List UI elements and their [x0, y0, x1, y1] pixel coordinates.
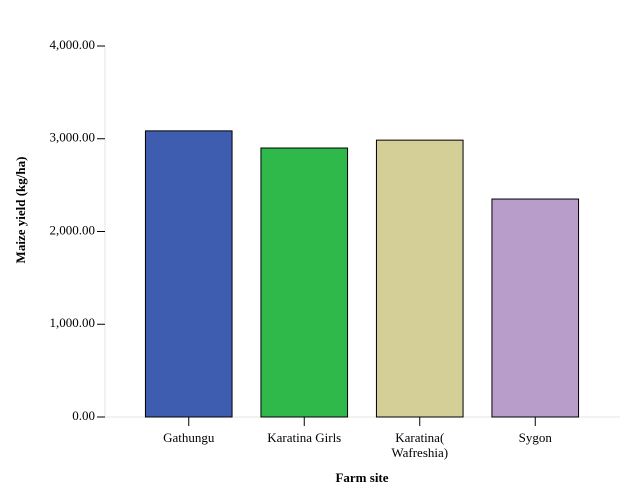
- y-tick-label: 0.00: [72, 408, 95, 423]
- y-tick-label: 1,000.00: [50, 315, 96, 330]
- bar: [375, 139, 464, 418]
- x-tick-label: Karatina( Wafreshia): [391, 430, 449, 460]
- x-tick-label: Gathungu: [163, 430, 215, 445]
- bar: [260, 147, 349, 418]
- x-tick-label: Karatina Girls: [267, 430, 342, 445]
- bar: [144, 130, 233, 418]
- x-axis-title: Farm site: [335, 470, 388, 485]
- y-axis-title: Maize yield (kg/ha): [13, 157, 28, 264]
- y-tick-label: 2,000.00: [50, 222, 96, 237]
- y-tick-label: 4,000.00: [50, 37, 96, 52]
- x-tick-label: Sygon: [518, 430, 552, 445]
- bar: [491, 198, 580, 418]
- y-tick-label: 3,000.00: [50, 130, 96, 145]
